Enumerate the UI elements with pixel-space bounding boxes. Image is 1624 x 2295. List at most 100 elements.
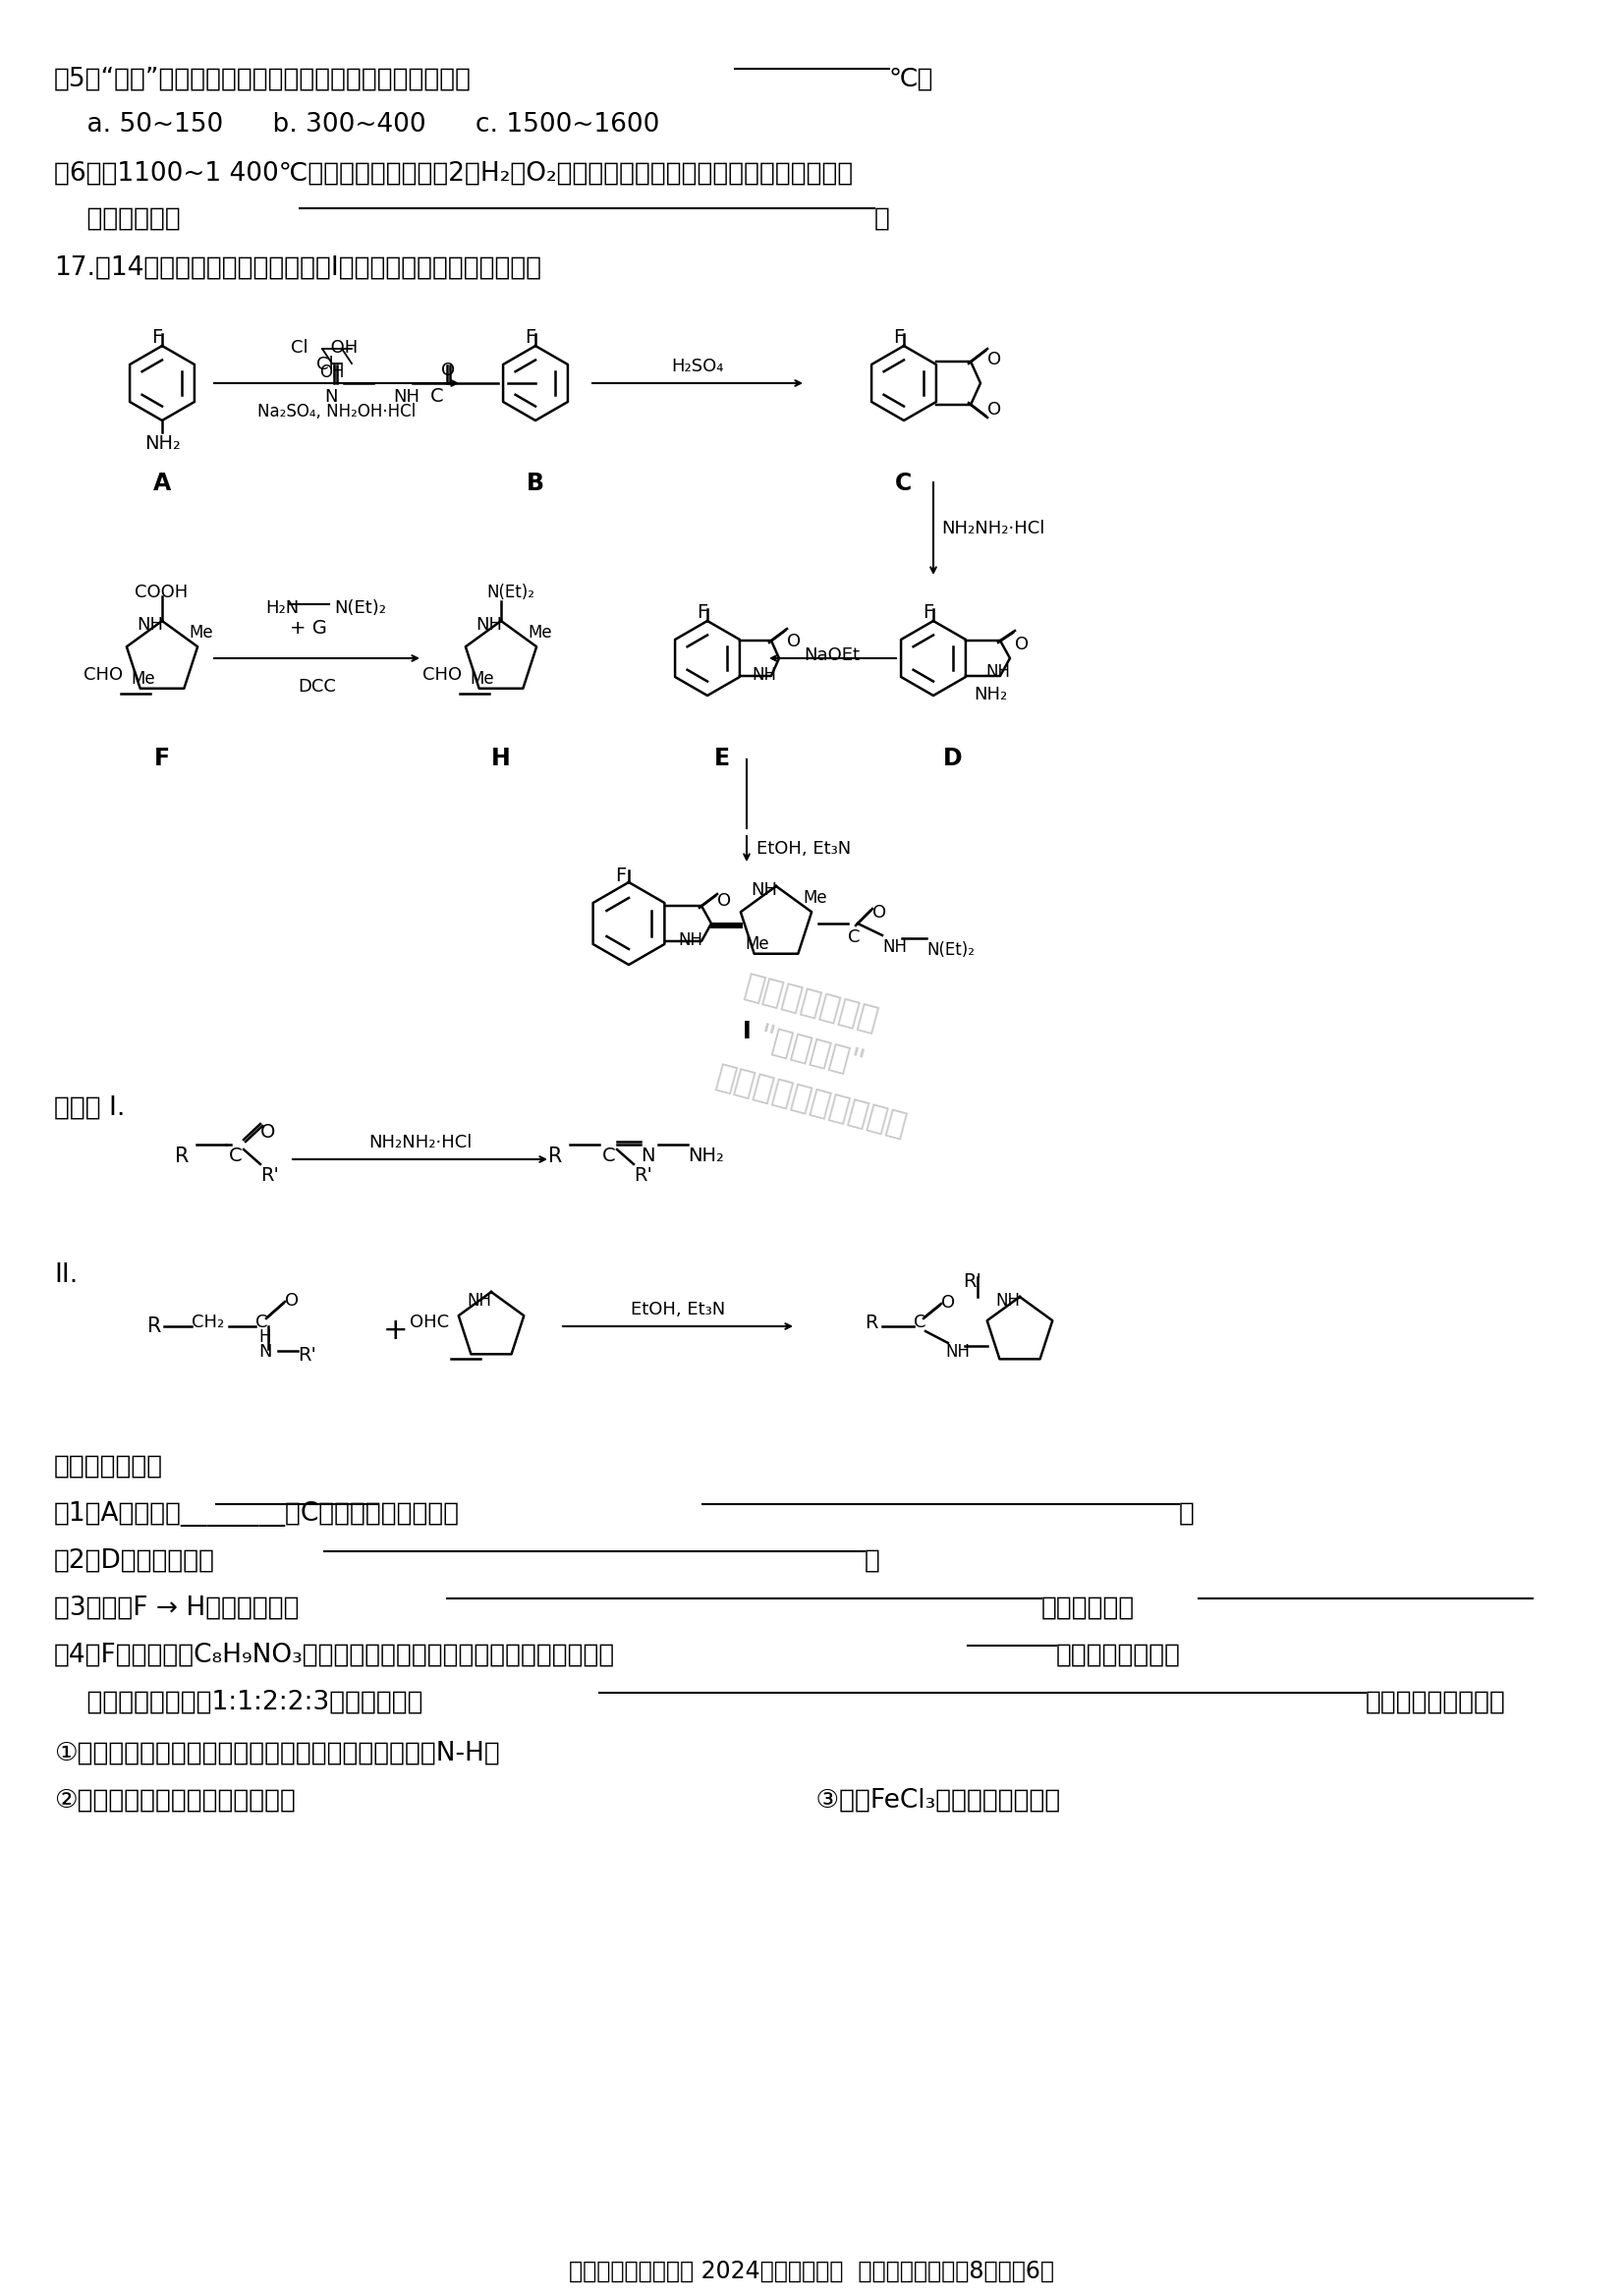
- Text: +: +: [383, 1317, 408, 1345]
- Text: C: C: [430, 388, 443, 406]
- Text: N(Et)₂: N(Et)₂: [486, 583, 534, 601]
- Text: EtOH, Et₃N: EtOH, Et₃N: [630, 1301, 726, 1317]
- Text: ②能和新制銀氨溶液反应产生銀镜: ②能和新制銀氨溶液反应产生銀镜: [54, 1788, 296, 1813]
- Text: H: H: [258, 1329, 271, 1345]
- Text: O: O: [442, 363, 455, 379]
- Text: 化学方程式为: 化学方程式为: [54, 207, 180, 232]
- Text: CHO: CHO: [83, 666, 123, 684]
- Text: II.: II.: [54, 1262, 78, 1287]
- Text: NH₂NH₂·HCl: NH₂NH₂·HCl: [369, 1134, 471, 1152]
- Text: NH: NH: [468, 1292, 492, 1310]
- Text: R': R': [297, 1345, 317, 1366]
- Text: （1）A的名称是________，C含有的官能团名称是: （1）A的名称是________，C含有的官能团名称是: [54, 1501, 460, 1526]
- Text: ，反应类型是: ，反应类型是: [1041, 1595, 1135, 1620]
- Text: O: O: [987, 351, 1002, 369]
- Text: CHO: CHO: [422, 666, 461, 684]
- Text: Cl: Cl: [317, 356, 333, 374]
- Text: （4）F的分子式为C₈H₉NO₃，它的同分异构体中，同时满足下列条件的有: （4）F的分子式为C₈H₉NO₃，它的同分异构体中，同时满足下列条件的有: [54, 1643, 615, 1668]
- Text: N: N: [640, 1148, 654, 1166]
- Text: F: F: [922, 604, 934, 622]
- Text: 回答下列问题：: 回答下列问题：: [54, 1455, 162, 1480]
- Text: （3）写出F → H的化学方程式: （3）写出F → H的化学方程式: [54, 1595, 299, 1620]
- Text: O: O: [987, 402, 1002, 418]
- Text: EtOH, Et₃N: EtOH, Et₃N: [757, 840, 851, 858]
- Text: ①苯环上有三个取代基且其中有两个取代基相同，没有N-H键: ①苯环上有三个取代基且其中有两个取代基相同，没有N-H键: [54, 1742, 500, 1767]
- Text: （6）在1100~1 400℃的条件下，将副产品2与H₂、O₂反应，可制得光导纤维的主要成分，反应的: （6）在1100~1 400℃的条件下，将副产品2与H₂、O₂反应，可制得光导纤…: [54, 161, 853, 186]
- Text: O: O: [872, 904, 887, 923]
- Text: NH: NH: [750, 881, 778, 900]
- Text: DCC: DCC: [297, 677, 336, 695]
- Text: NH₂: NH₂: [974, 686, 1007, 705]
- Text: CH₂: CH₂: [192, 1313, 224, 1331]
- Text: NH: NH: [393, 388, 419, 406]
- Text: Na₂SO₄, NH₂OH·HCl: Na₂SO₄, NH₂OH·HCl: [257, 404, 416, 420]
- Text: F: F: [893, 328, 905, 347]
- Text: NH₂: NH₂: [145, 434, 180, 452]
- Text: NH: NH: [476, 615, 502, 633]
- Text: R: R: [549, 1148, 562, 1166]
- Text: ℃。: ℃。: [888, 67, 934, 92]
- Text: Me: Me: [471, 670, 495, 688]
- Text: （5）“合成”时，为了提升产品纯度，反应温度应该控制在: （5）“合成”时，为了提升产品纯度，反应温度应该控制在: [54, 67, 471, 92]
- Text: C: C: [914, 1313, 926, 1331]
- Text: 种，其中核磁共振: 种，其中核磁共振: [1056, 1643, 1181, 1668]
- Text: NH: NH: [996, 1292, 1020, 1310]
- Text: R: R: [148, 1317, 161, 1336]
- Text: （2）D的结构简式是: （2）D的结构简式是: [54, 1549, 214, 1574]
- Text: NH: NH: [136, 615, 164, 633]
- Text: O: O: [788, 633, 801, 649]
- Text: 。: 。: [1179, 1501, 1195, 1526]
- Text: a. 50~150      b. 300~400      c. 1500~1600: a. 50~150 b. 300~400 c. 1500~1600: [54, 112, 659, 138]
- Text: I: I: [742, 1019, 750, 1044]
- Text: OHC: OHC: [409, 1313, 450, 1331]
- Text: F: F: [151, 328, 162, 347]
- Text: NH: NH: [677, 932, 703, 950]
- Text: OH: OH: [320, 363, 344, 381]
- Text: NH: NH: [882, 939, 906, 957]
- Text: R': R': [633, 1166, 653, 1184]
- Text: 已知： I.: 已知： I.: [54, 1095, 125, 1120]
- Text: R': R': [260, 1166, 279, 1184]
- Text: NH₂NH₂·HCl: NH₂NH₂·HCl: [942, 519, 1044, 537]
- Text: C: C: [255, 1313, 268, 1331]
- Text: O: O: [718, 893, 731, 909]
- Text: 。: 。: [864, 1549, 880, 1574]
- Text: Me: Me: [188, 624, 213, 643]
- Text: C: C: [603, 1148, 615, 1166]
- Text: C: C: [848, 929, 861, 946]
- Text: 鄂东南教改联盟学校 2024年五月模拟考  高三化学试卷（公8页）第6页: 鄂东南教改联盟学校 2024年五月模拟考 高三化学试卷（公8页）第6页: [568, 2261, 1054, 2284]
- Text: NaOEt: NaOEt: [804, 647, 861, 663]
- Text: F: F: [615, 868, 627, 886]
- Text: B: B: [526, 470, 544, 496]
- Text: NH: NH: [752, 666, 776, 684]
- Text: COOH: COOH: [135, 583, 188, 601]
- Text: E: E: [715, 746, 731, 771]
- Text: N: N: [258, 1343, 271, 1361]
- Text: H₂N: H₂N: [265, 599, 299, 617]
- Text: R: R: [864, 1313, 879, 1331]
- Text: N(Et)₂: N(Et)₂: [335, 599, 387, 617]
- Text: Me: Me: [745, 936, 770, 952]
- Text: 。: 。: [874, 207, 890, 232]
- Text: H: H: [492, 746, 512, 771]
- Text: Cl    OH: Cl OH: [291, 340, 357, 356]
- Text: R: R: [175, 1148, 188, 1166]
- Text: Me: Me: [132, 670, 156, 688]
- Text: C: C: [895, 470, 913, 496]
- Text: A: A: [153, 470, 171, 496]
- Text: ③能与FeCl₃溶液发生显色反应: ③能与FeCl₃溶液发生显色反应: [718, 1788, 1060, 1813]
- Text: F: F: [154, 746, 171, 771]
- Text: N(Et)₂: N(Et)₂: [926, 941, 974, 959]
- Text: R': R': [963, 1271, 981, 1290]
- Text: Me: Me: [802, 888, 827, 907]
- Text: F: F: [697, 604, 708, 622]
- Text: C: C: [229, 1148, 242, 1166]
- Text: "学霸频道": "学霸频道": [755, 1021, 869, 1081]
- Text: + G: + G: [289, 620, 326, 638]
- Text: NH₂: NH₂: [687, 1148, 724, 1166]
- Text: N: N: [325, 388, 338, 406]
- Text: H₂SO₄: H₂SO₄: [671, 358, 724, 376]
- Text: D: D: [944, 746, 963, 771]
- Text: 17.（14分）抗肿瘾药物舟尼替尼（I）的一种合成路线如图所示：: 17.（14分）抗肿瘾药物舟尼替尼（I）的一种合成路线如图所示：: [54, 255, 541, 280]
- Text: 第一时间获取最新资料: 第一时间获取最新资料: [713, 1060, 911, 1141]
